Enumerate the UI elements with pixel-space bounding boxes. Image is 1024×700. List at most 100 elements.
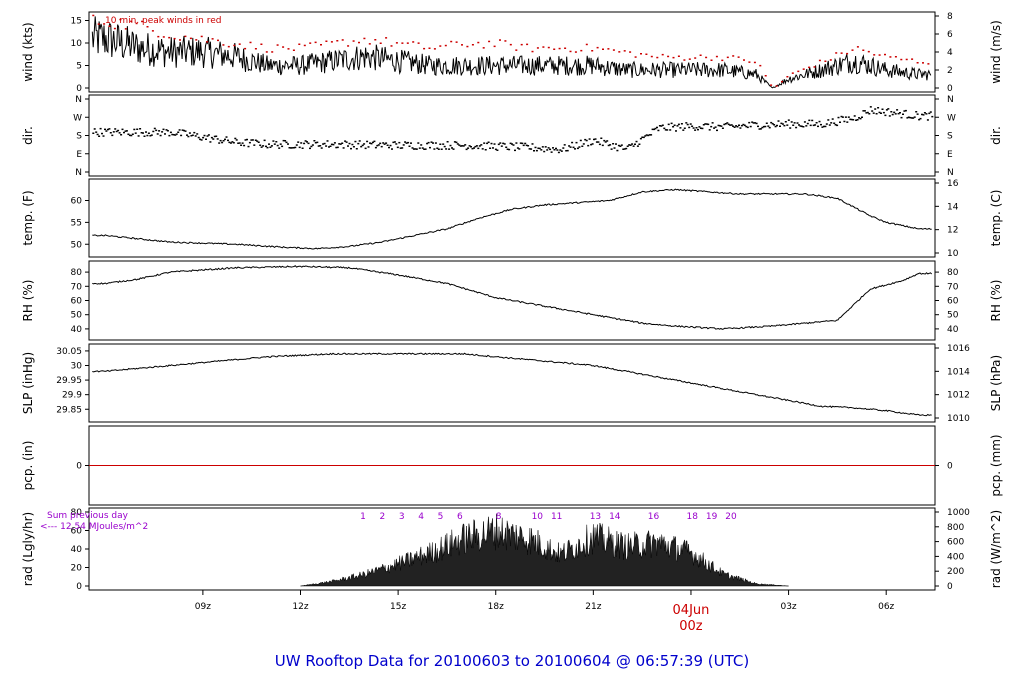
temp-ytick-label: 55 [71, 218, 82, 228]
dir-point [784, 121, 787, 123]
dir-point [320, 147, 323, 149]
dir-point [452, 148, 455, 150]
rad-hour-label: 8 [496, 512, 502, 522]
wind-peak-point [200, 35, 203, 38]
dir-point [812, 124, 815, 127]
dir-point [219, 139, 222, 142]
wind-peak-point [645, 53, 648, 55]
dir-point [424, 148, 427, 150]
dir-point [512, 144, 515, 146]
dir-point [822, 125, 825, 128]
dir-point [770, 121, 773, 124]
dir-point [562, 147, 565, 149]
dir-point [560, 150, 563, 152]
wind-peak-point [504, 40, 507, 42]
dir-y2label: dir. [989, 126, 1003, 145]
dir-point [483, 142, 486, 144]
dir-point [250, 139, 253, 141]
dir-point [404, 141, 407, 143]
wind-peak-point [520, 43, 523, 46]
dir-point [257, 141, 260, 143]
dir-point [417, 142, 420, 144]
wind-peak-point [314, 41, 317, 44]
slp-series-line [92, 352, 932, 417]
wind-peak-point [585, 43, 588, 46]
dir-point [799, 125, 802, 127]
dir-point [278, 147, 281, 149]
wind-peak-point [455, 41, 458, 43]
dir-point [295, 144, 298, 146]
panel-rh: RH (%) RH (%) 40 50 60 70 80 40 50 60 70 80 [21, 260, 1003, 341]
dir-point [726, 122, 729, 124]
dir-point [654, 127, 657, 130]
dir-point [780, 122, 783, 125]
dir-point [453, 141, 456, 143]
dir-point [677, 123, 680, 126]
dir-point [364, 147, 367, 150]
wind-peak-point [867, 50, 870, 53]
dir-point [307, 142, 310, 145]
dir-point [610, 148, 613, 150]
rad-ylabel: rad (Lgly/hr) [21, 512, 35, 586]
wind-peak-point [564, 47, 567, 49]
rad-y2tick-label: 200 [947, 567, 964, 577]
dir-point [489, 147, 492, 149]
wind-peak-point [791, 72, 794, 74]
dir-point [228, 141, 231, 144]
dir-point [852, 119, 855, 121]
wind-peak-point [347, 45, 350, 47]
wind-peak-point [802, 68, 805, 70]
rad-hour-label: 13 [590, 512, 601, 522]
dir-point [795, 126, 798, 129]
dir-point [632, 145, 635, 147]
dir-point [648, 134, 651, 136]
wind-peak-point [466, 45, 469, 48]
rad-hour-label: 5 [438, 512, 444, 522]
wind-peak-point [325, 40, 328, 42]
dir-point [695, 127, 698, 129]
dir-point [114, 128, 117, 130]
dir-point [710, 125, 713, 128]
dir-point [146, 134, 149, 137]
temp-y2tick-label: 14 [947, 202, 959, 212]
dir-point [803, 121, 806, 123]
dir-point [641, 136, 644, 138]
dir-point [910, 117, 913, 119]
rh-y2label: RH (%) [989, 280, 1003, 322]
wind-peak-point [667, 55, 670, 58]
dir-point [464, 144, 467, 146]
dir-point [496, 149, 499, 151]
dir-point [783, 124, 786, 127]
wind-peak-point [298, 43, 301, 45]
dir-point [344, 140, 347, 142]
dir-point [284, 140, 287, 142]
rad-hour-label: 20 [725, 512, 737, 522]
dir-point [569, 146, 572, 148]
dir-point [713, 127, 716, 129]
dir-point [325, 145, 328, 147]
dir-point [623, 148, 626, 150]
dir-point [347, 145, 349, 147]
dir-point [401, 147, 404, 149]
dir-y2tick-label: N [947, 168, 954, 178]
dir-point [651, 128, 654, 131]
wind-peak-point [770, 84, 773, 86]
dir-point [322, 143, 325, 145]
dir-point [705, 123, 708, 125]
wind-peak-point [591, 50, 594, 52]
wind-peak-point [368, 43, 371, 45]
dir-point [467, 147, 470, 149]
dir-point [253, 144, 256, 146]
wind-peak-point [363, 37, 366, 40]
dir-point [486, 142, 489, 145]
dir-point [896, 109, 899, 111]
wind-peak-point [905, 58, 908, 61]
wind-peak-point [211, 38, 214, 40]
x-tick-label: 12z [292, 602, 308, 612]
rad-annotation-line1: Sum previous day [47, 511, 129, 521]
dir-point [345, 141, 348, 143]
dir-point [685, 122, 688, 124]
dir-point [177, 131, 180, 133]
dir-point [716, 129, 718, 132]
dir-point [620, 144, 623, 146]
